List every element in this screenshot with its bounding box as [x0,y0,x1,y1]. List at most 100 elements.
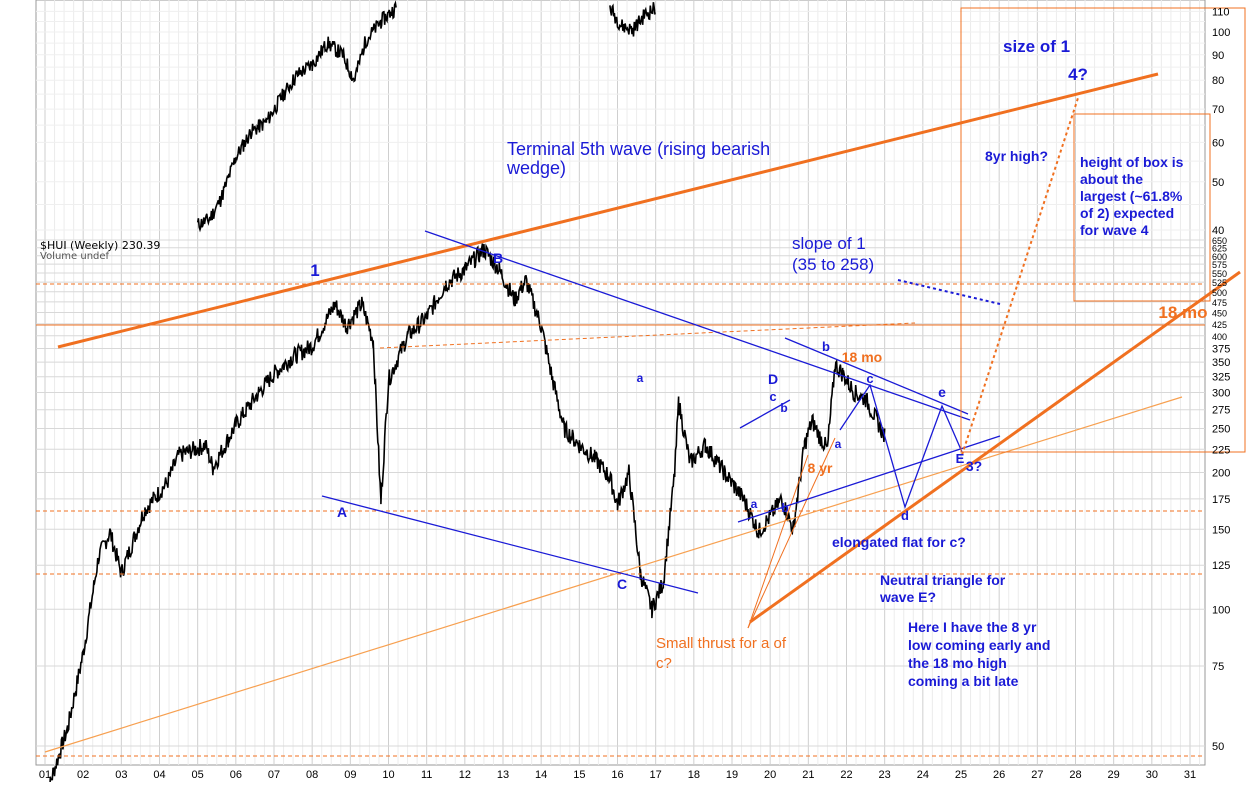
wave-label: E [956,451,965,466]
projection-line-to-3 [961,97,1079,456]
x-tick-label: 13 [497,769,509,781]
size-of-1-box [960,7,1246,453]
y-tick-label: 225 [1212,444,1230,456]
annotation-text: low coming early and [908,637,1050,653]
y-tick-label: 125 [1212,560,1230,572]
x-tick-label: 31 [1184,769,1196,781]
y-tick-label: 50 [1212,741,1224,753]
channel-line-b [424,230,971,421]
annotation-text: largest (~61.8% [1080,188,1183,204]
wave-label: e [938,384,946,400]
wedge-upper-line [57,72,1159,349]
x-tick-label: 27 [1031,769,1043,781]
y-tick-label: 90 [1212,50,1224,62]
annotation-text: size of 1 [1003,37,1070,56]
annotation-text: the 18 mo high [908,655,1007,671]
x-tick-label: 22 [840,769,852,781]
annotation-text: Terminal 5th wave (rising bearish [507,139,770,159]
x-tick-label: 08 [306,769,318,781]
triangle-upper-line [784,337,969,415]
x-tick-label: 14 [535,769,547,781]
chart-header: $HUI (Weekly) 230.39 Volume undef [40,240,160,262]
x-tick-label: 19 [726,769,738,781]
annotation-text: elongated flat for c? [832,534,966,550]
triangle-lower-line [737,435,1001,523]
y-tick-label: 350 [1212,357,1230,369]
x-tick-label: 25 [955,769,967,781]
x-tick-label: 10 [382,769,394,781]
annotation-text: for wave 4 [1080,222,1149,238]
small-channel-line [739,399,791,429]
volume-label: Volume undef [40,251,110,262]
x-tick-label: 30 [1146,769,1158,781]
wave-label: 18 mo [1158,303,1207,322]
x-tick-label: 21 [802,769,814,781]
wave-label: b [780,401,787,415]
x-tick-label: 18 [688,769,700,781]
x-tick-label: 01 [39,769,51,781]
x-tick-label: 04 [153,769,165,781]
x-tick-label: 09 [344,769,356,781]
y-tick-label: 600 [1212,252,1227,262]
x-tick-label: 02 [77,769,89,781]
y-tick-label: 175 [1212,494,1230,506]
wave-label: C [617,576,627,592]
wave-label: 8 yr [808,460,833,476]
annotation-text: about the [1080,171,1143,187]
thrust-line [747,454,809,629]
wave-label: c [866,371,873,386]
y-tick-label: 275 [1212,405,1230,417]
y-tick-label: 70 [1212,104,1224,116]
annotation-text: Here I have the 8 yr [908,619,1037,635]
x-tick-label: 26 [993,769,1005,781]
y-tick-label: 450 [1212,309,1227,319]
y-tick-label: 375 [1212,344,1230,356]
x-tick-label: 05 [192,769,204,781]
annotation-text: c? [656,655,672,672]
wave-label: B [493,250,503,266]
y-tick-label: 650 [1212,236,1227,246]
wave-label: 3? [966,458,982,474]
x-tick-label: 17 [650,769,662,781]
annotation-text: (35 to 258) [792,255,874,274]
x-tick-label: 12 [459,769,471,781]
x-tick-label: 06 [230,769,242,781]
wave-4-support-line [749,270,1241,624]
x-tick-label: 03 [115,769,127,781]
wave-label: a [835,437,842,451]
wave-label: d [901,508,909,523]
channel-line-ac [321,495,699,594]
x-tick-label: 29 [1108,769,1120,781]
x-tick-label: 11 [421,769,432,781]
y-tick-label: 100 [1212,27,1230,39]
y-tick-label: 325 [1212,372,1230,384]
x-tick-label: 16 [611,769,623,781]
y-tick-label: 300 [1212,388,1230,400]
wave-label: a [637,371,644,385]
annotation-text: height of box is [1080,154,1184,170]
annotation-text: coming a bit late [908,673,1019,689]
y-tick-label: 475 [1212,298,1227,308]
y-tick-label: 500 [1212,288,1227,298]
wave-label: b [822,339,830,354]
wave-label: 4? [1068,65,1088,84]
wave-4-box [1073,113,1211,302]
annotation-text: slope of 1 [792,234,866,253]
wave-label: a [751,497,758,511]
y-tick-label: 40 [1212,225,1224,237]
long-support-line [44,396,1183,753]
annotation-text: Neutral triangle for [880,572,1006,588]
wave-label: 18 mo [842,349,882,365]
y-tick-label: 625 [1212,244,1227,254]
wave-label: 1 [310,261,319,280]
y-tick-label: 575 [1212,260,1227,270]
x-tick-label: 24 [917,769,929,781]
y-tick-label: 425 [1212,320,1227,330]
y-tick-label: 200 [1212,468,1230,480]
y-tick-label: 400 [1212,332,1227,342]
y-tick-label: 100 [1212,604,1230,616]
x-tick-label: 07 [268,769,280,781]
y-tick-label: 75 [1212,661,1224,673]
